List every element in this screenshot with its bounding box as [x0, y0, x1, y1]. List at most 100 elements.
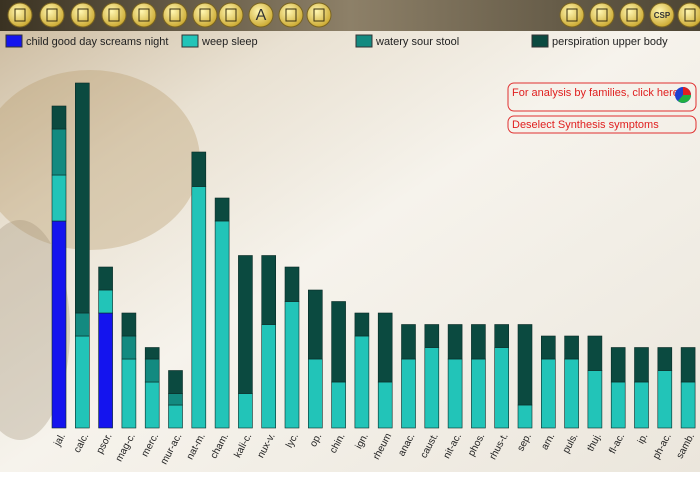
toolbar-icon[interactable]	[684, 8, 696, 22]
toolbar-icon[interactable]	[285, 8, 297, 22]
bar-segment	[564, 358, 579, 429]
bar-segment	[494, 324, 510, 348]
bar-segment	[401, 324, 416, 360]
bar-segment	[680, 381, 696, 429]
bar-segment	[331, 301, 346, 383]
bar-segment	[657, 370, 673, 429]
bar-segment	[587, 335, 603, 371]
toolbar-button[interactable]	[649, 2, 675, 28]
toolbar-button[interactable]	[101, 2, 127, 28]
toolbar-icon[interactable]	[108, 8, 120, 22]
bar-segment	[238, 393, 253, 429]
toolbar-icon[interactable]	[596, 8, 608, 22]
deselect-button[interactable]: Deselect Synthesis symptoms	[507, 115, 697, 134]
toolbar-icon[interactable]	[138, 8, 150, 22]
bar-segment	[98, 289, 113, 314]
bar-segment	[168, 404, 183, 429]
bar-segment	[424, 324, 440, 348]
bar-segment	[75, 82, 90, 314]
bar-segment	[284, 301, 300, 429]
bar-segment	[401, 358, 416, 429]
toolbar-button-label[interactable]: A	[256, 7, 267, 24]
toolbar-button[interactable]	[619, 2, 645, 28]
toolbar-icon[interactable]	[169, 8, 181, 22]
bar-segment	[168, 370, 183, 394]
toolbar-icon[interactable]	[46, 8, 58, 22]
bar-segment	[447, 358, 463, 429]
bar-segment	[354, 312, 370, 337]
toolbar-icon[interactable]	[566, 8, 578, 22]
toolbar-icon[interactable]	[225, 8, 237, 22]
bar-segment	[98, 266, 113, 291]
toolbar-button[interactable]	[218, 2, 244, 28]
bar-segment	[447, 324, 463, 360]
toolbar-button[interactable]	[39, 2, 65, 28]
legend-swatch	[531, 34, 549, 48]
legend-label: weep sleep	[201, 36, 258, 48]
button-label[interactable]: For analysis by families, click here	[512, 87, 679, 99]
bar-segment	[191, 151, 207, 187]
bar-segment	[121, 335, 137, 360]
bar-segment	[610, 347, 626, 383]
bar-segment	[121, 358, 137, 429]
toolbar-button[interactable]	[306, 2, 332, 28]
bar-segment	[214, 197, 230, 222]
toolbar-button[interactable]	[7, 2, 33, 28]
bar-segment	[634, 347, 649, 383]
toolbar-button[interactable]	[559, 2, 585, 28]
bar-segment	[587, 370, 603, 429]
bar-segment	[540, 358, 556, 429]
legend-swatch	[181, 34, 199, 48]
legend-label: perspiration upper body	[552, 36, 668, 48]
bar-segment	[424, 347, 440, 429]
toolbar-button[interactable]	[131, 2, 157, 28]
button-frame[interactable]	[507, 115, 697, 134]
bar-segment	[354, 335, 370, 429]
bar-segment	[51, 174, 67, 222]
button-label[interactable]: Deselect Synthesis symptoms	[512, 119, 659, 131]
bar-segment	[307, 358, 323, 429]
bar-segment	[377, 381, 393, 429]
bar-segment	[75, 312, 90, 337]
bar-segment	[471, 324, 486, 360]
x-tick-label: ip.	[636, 431, 651, 445]
toolbar-icon[interactable]	[77, 8, 89, 22]
pie-icon[interactable]	[683, 87, 691, 95]
bar-segment	[494, 347, 510, 429]
bar-segment	[657, 347, 673, 371]
bar-segment	[51, 220, 67, 429]
background-photo	[0, 70, 200, 250]
toolbar-button[interactable]	[589, 2, 615, 28]
bar-segment	[144, 358, 160, 383]
toolbar-icon[interactable]	[14, 8, 26, 22]
bar-segment	[144, 381, 160, 429]
toolbar-icon[interactable]	[313, 8, 325, 22]
bar-segment	[284, 266, 300, 302]
bar-segment	[261, 324, 277, 429]
legend-swatch	[5, 34, 23, 48]
toolbar-icon[interactable]	[199, 8, 211, 22]
toolbar-icon[interactable]	[626, 8, 638, 22]
bar-segment	[51, 128, 67, 176]
families-button[interactable]: For analysis by families, click here	[507, 82, 697, 112]
bar-segment	[471, 358, 486, 429]
bar-segment	[98, 312, 113, 429]
pie-icon[interactable]	[678, 95, 691, 103]
toolbar-button[interactable]	[192, 2, 218, 28]
toolbar-button[interactable]	[677, 2, 700, 28]
bar-segment	[680, 347, 696, 383]
toolbar-button[interactable]	[248, 2, 274, 28]
toolbar-button[interactable]	[278, 2, 304, 28]
bar-segment	[540, 335, 556, 360]
toolbar-button[interactable]	[162, 2, 188, 28]
button-frame[interactable]	[507, 82, 697, 112]
toolbar-button-label[interactable]: CSP	[654, 11, 671, 20]
bar-segment	[564, 335, 579, 360]
bar-segment	[377, 312, 393, 383]
bar-segment	[331, 381, 346, 429]
toolbar-button[interactable]	[70, 2, 96, 28]
bar-segment	[634, 381, 649, 429]
bar-segment	[610, 381, 626, 429]
